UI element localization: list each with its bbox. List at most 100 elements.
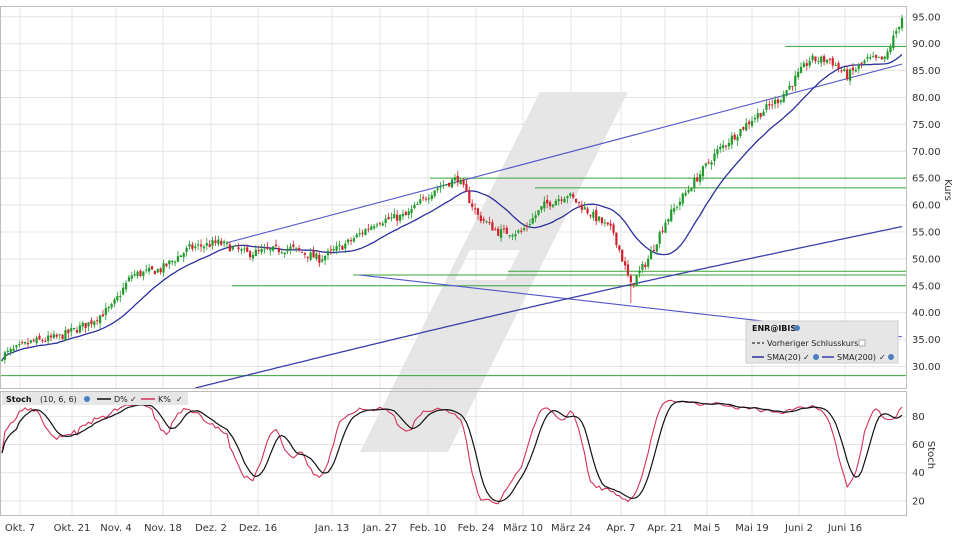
candle-body — [44, 340, 47, 342]
candle-body — [375, 224, 379, 226]
prev-close-checkbox[interactable] — [858, 339, 866, 347]
candle-body — [168, 260, 171, 265]
candle-body — [840, 70, 843, 72]
candle-body — [805, 63, 808, 66]
candle-body — [26, 342, 30, 345]
sma200-check-icon[interactable]: ✓ — [879, 353, 886, 362]
candle-body — [719, 146, 722, 150]
candle-body — [202, 246, 206, 249]
k-check-icon[interactable]: ✓ — [176, 395, 183, 404]
legend-settings-icon[interactable] — [794, 325, 800, 331]
date-tick-label: März 24 — [551, 523, 591, 534]
candle-body — [675, 207, 679, 209]
candle-body — [373, 226, 376, 229]
candle-body — [471, 203, 474, 207]
candle-body — [401, 213, 405, 217]
candle-body — [442, 185, 445, 187]
candle-body — [704, 163, 707, 166]
candle-body — [563, 198, 566, 203]
candle-body — [35, 337, 38, 344]
date-tick-label: März 10 — [503, 523, 543, 534]
candle-body — [29, 340, 32, 343]
candle-body — [422, 197, 425, 199]
price-tick-label: 90.00 — [912, 39, 941, 50]
candle-body — [814, 56, 817, 62]
candle-body — [280, 252, 283, 254]
candle-body — [248, 251, 252, 258]
candle-body — [511, 235, 514, 237]
candle-body — [598, 216, 601, 221]
candle-body — [730, 135, 733, 145]
d-check-icon[interactable]: ✓ — [130, 395, 137, 404]
candle-body — [872, 56, 875, 58]
candle-body — [808, 60, 811, 66]
candle-body — [277, 248, 281, 253]
watermark-logo-cut — [455, 250, 520, 280]
candle-body — [898, 27, 901, 30]
candle-body — [78, 325, 81, 333]
candle-body — [482, 218, 485, 221]
candle-body — [693, 177, 696, 188]
candle-body — [139, 270, 142, 276]
price-tick-label: 50.00 — [912, 254, 941, 265]
candle-body — [107, 307, 110, 309]
candle-body — [595, 209, 598, 222]
stoch-tick-label: 80 — [912, 412, 925, 423]
candle-body — [794, 75, 797, 87]
candle-body — [298, 247, 301, 251]
candle-body — [681, 193, 684, 204]
candle-body — [580, 204, 583, 210]
candle-body — [900, 17, 904, 29]
candle-body — [361, 232, 364, 234]
candle-body — [430, 195, 433, 200]
candle-body — [494, 229, 497, 231]
price-tick-label: 40.00 — [912, 308, 941, 319]
candle-body — [52, 334, 56, 338]
candle-body — [727, 142, 731, 147]
candle-body — [569, 193, 572, 196]
candlesticks — [0, 14, 904, 364]
candle-body — [413, 204, 416, 209]
candle-body — [831, 58, 834, 66]
candle-body — [572, 194, 575, 198]
candle-body — [531, 217, 534, 224]
candle-body — [254, 249, 257, 257]
candle-body — [70, 328, 73, 332]
sma200-settings-icon[interactable] — [888, 354, 894, 360]
candle-body — [874, 54, 878, 58]
candle-body — [497, 228, 500, 236]
candle-body — [866, 57, 869, 59]
candle-body — [488, 222, 491, 224]
candle-body — [750, 120, 754, 126]
candle-body — [344, 243, 347, 249]
stoch-settings-icon[interactable] — [84, 396, 90, 402]
sma20-settings-icon[interactable] — [813, 354, 819, 360]
price-axis: 30.00 35.00 40.00 45.00 50.00 55.00 60.00 65.00… — [912, 12, 941, 373]
candle-body — [182, 253, 185, 258]
candle-body — [217, 239, 220, 244]
candle-body — [788, 85, 791, 90]
candle-body — [335, 246, 338, 251]
candle-body — [574, 198, 578, 203]
candle-body — [895, 31, 898, 34]
candle-body — [364, 229, 367, 236]
candle-body — [185, 247, 188, 253]
candle-body — [398, 214, 402, 221]
candle-body — [603, 222, 606, 224]
candle-body — [6, 350, 9, 353]
candle-body — [621, 249, 624, 262]
candle-body — [73, 327, 76, 330]
sma20-check-icon[interactable]: ✓ — [803, 353, 810, 362]
candle-body — [223, 241, 226, 244]
candle-body — [713, 153, 716, 161]
candle-body — [880, 56, 883, 60]
candle-body — [476, 208, 480, 215]
candle-body — [21, 342, 24, 344]
stoch-axis: 20 40 60 80 — [912, 412, 925, 508]
candle-body — [592, 211, 595, 218]
candle-body — [534, 215, 537, 219]
candle-body — [673, 208, 676, 212]
candle-body — [797, 71, 800, 78]
candle-body — [387, 217, 390, 220]
